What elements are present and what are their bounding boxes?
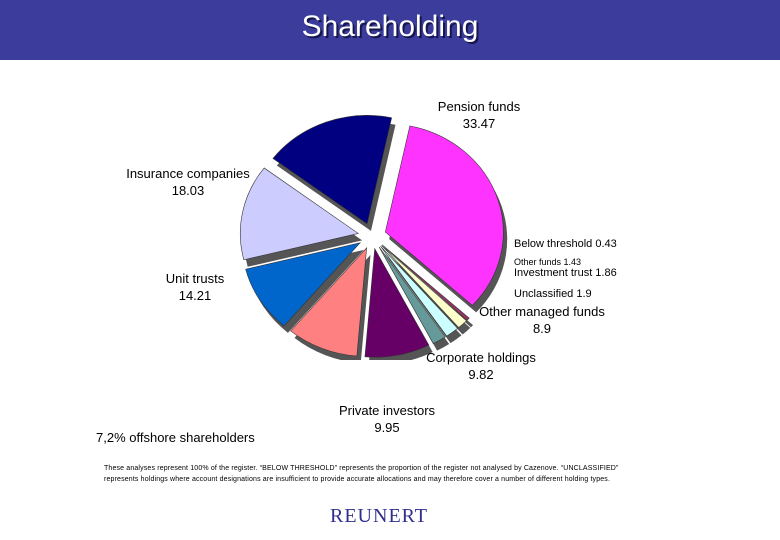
label-other-funds: Other funds 1.43 [514,257,582,267]
slice-other-managed-funds [364,247,430,358]
slice-pension-funds [384,125,504,306]
slice-insurance-companies [272,115,393,225]
label-insurance-companies-value: 18.03 [171,183,205,198]
slice-private-investors [245,242,361,327]
label-private-investors-name: Private investors [338,403,436,418]
label-corporate-holdings: Corporate holdings 9.82 [413,349,549,383]
label-investment-trust: Investment trust 1.86 [514,267,617,279]
label-other-managed-funds-value: 8.9 [532,321,552,336]
label-pension-funds-name: Pension funds [437,99,521,114]
slice-below-threshold [381,244,470,321]
label-private-investors-value: 9.95 [374,420,400,435]
offshore-note: 7,2% offshore shareholders [96,430,255,445]
footnote: These analyses represent 100% of the reg… [104,465,619,483]
label-unclassified: Unclassified 1.9 [514,288,592,300]
slice-corporate-holdings [290,247,368,357]
slice-unit-trusts [240,167,360,261]
label-unit-trusts: Unit trusts 14.21 [140,270,250,304]
label-private-investors: Private investors 9.95 [327,402,447,436]
label-other-managed-funds: Other managed funds 8.9 [472,303,612,337]
label-insurance-companies: Insurance companies 18.03 [113,165,263,199]
label-corporate-holdings-name: Corporate holdings [426,350,536,365]
label-corporate-holdings-value: 9.82 [468,367,494,382]
label-pension-funds-value: 33.47 [462,116,496,131]
label-below-threshold: Below threshold 0.43 [514,238,617,250]
label-unit-trusts-name: Unit trusts [165,271,225,286]
slice-unclassified [378,246,446,344]
slice-other-funds [381,245,467,328]
label-unit-trusts-value: 14.21 [178,288,212,303]
label-other-managed-funds-name: Other managed funds [479,304,605,319]
page-title: Shareholding [301,10,479,43]
slice-investment-trust [380,246,459,337]
label-pension-funds: Pension funds 33.47 [424,98,534,132]
pie-chart [240,115,508,360]
title-bar: Shareholding [0,0,780,60]
reunert-logo: REUNERT [330,505,429,527]
label-insurance-companies-name: Insurance companies [126,166,250,181]
